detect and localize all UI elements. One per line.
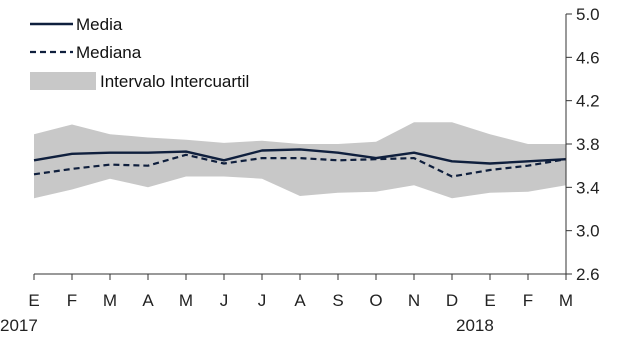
x-tick-label: A [294, 291, 306, 310]
legend-label-media: Media [76, 15, 123, 34]
y-tick-label: 3.0 [576, 222, 600, 241]
y-tick-label: 4.6 [576, 48, 600, 67]
y-tick-label: 3.8 [576, 135, 600, 154]
x-tick-label: E [28, 291, 39, 310]
x-tick-label: M [103, 291, 117, 310]
axes-layer: E F M A M J J A S O N D E F M 2017 2018 2.6 3.0 3.4 3.8 4.2 4.… [0, 5, 600, 335]
x-year-label: 2018 [456, 316, 494, 335]
interquartile-band-layer [34, 122, 566, 199]
x-tick-label: J [220, 291, 229, 310]
y-tick-label: 2.6 [576, 265, 600, 284]
series-lines-layer [33, 148, 567, 178]
x-tick-label: M [179, 291, 193, 310]
legend-label-intervalo: Intervalo Intercuartil [100, 72, 249, 91]
legend: Media Mediana Intervalo Intercuartil [30, 15, 249, 91]
series-line-mediana [33, 153, 567, 178]
legend-label-mediana: Mediana [76, 43, 142, 62]
legend-swatch-intervalo [30, 72, 96, 90]
series-line-media [33, 148, 567, 165]
x-tick-label: J [258, 291, 267, 310]
x-tick-label: O [369, 291, 382, 310]
y-tick-label: 4.2 [576, 92, 600, 111]
x-tick-label: F [523, 291, 533, 310]
x-tick-label: F [67, 291, 77, 310]
x-tick-label: D [446, 291, 458, 310]
x-year-label: 2017 [0, 316, 38, 335]
x-tick-label: A [142, 291, 154, 310]
y-tick-label: 3.4 [576, 178, 600, 197]
interquartile-band [34, 122, 566, 199]
x-tick-label: M [559, 291, 573, 310]
x-tick-label: S [332, 291, 343, 310]
x-tick-label: E [484, 291, 495, 310]
y-tick-label: 5.0 [576, 5, 600, 24]
x-tick-label: N [408, 291, 420, 310]
